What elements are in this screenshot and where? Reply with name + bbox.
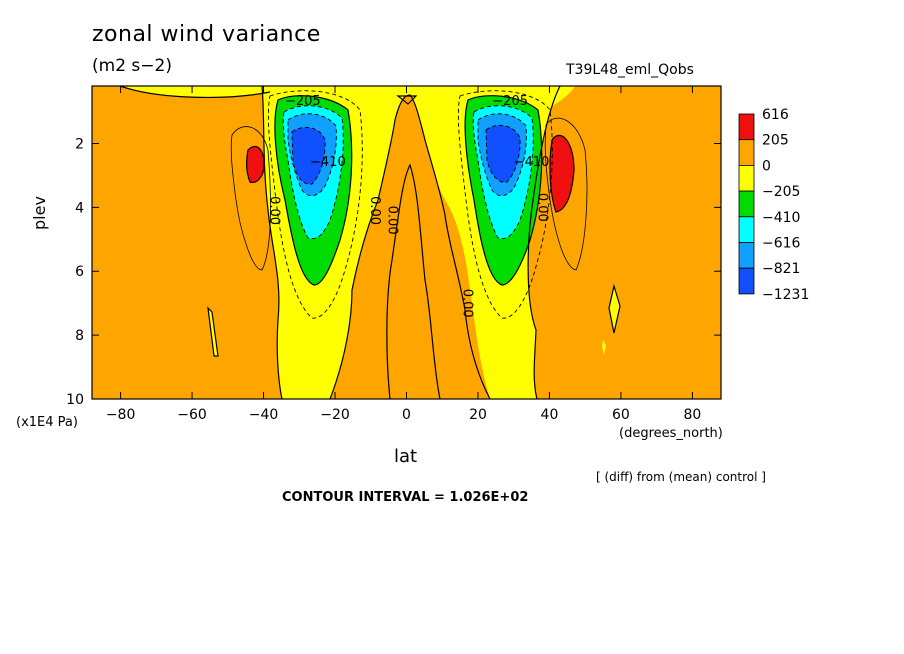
contour-label: 0.00 — [385, 206, 400, 235]
y-tick-label: 8 — [75, 328, 84, 344]
colorbar-swatch — [738, 113, 755, 141]
chart-units: (m2 s−2) — [92, 56, 172, 76]
colorbar-label: −616 — [762, 236, 801, 252]
x-axis-label: lat — [394, 446, 418, 467]
colorbar-swatch — [738, 267, 755, 295]
contour-label: −410 — [514, 155, 550, 170]
colorbar-swatch — [738, 216, 755, 243]
x-tick-label: 20 — [469, 407, 487, 423]
x-tick-label: 40 — [541, 407, 559, 423]
y-axis-unit: (x1E4 Pa) — [16, 415, 78, 430]
x-tick-label: 0 — [402, 407, 411, 423]
colorbar-label: 0 — [762, 158, 771, 174]
colorbar-swatch — [738, 139, 755, 166]
contour-label: −205 — [285, 94, 321, 109]
colorbar-label: −410 — [762, 210, 800, 226]
x-tick-label: 80 — [683, 407, 701, 423]
axis-layer: −80 −60 −40 −20 0 20 40 60 80 2 4 6 8 10 — [66, 86, 721, 423]
contour-field — [92, 86, 721, 399]
y-tick-label: 4 — [75, 200, 84, 216]
contour-label: −205 — [492, 94, 528, 109]
contour-interval: CONTOUR INTERVAL = 1.026E+02 — [282, 490, 529, 505]
chart-title: zonal wind variance — [92, 22, 321, 47]
contour-label: 0.00 — [367, 196, 382, 225]
colorbar-swatch — [738, 164, 755, 192]
thin-contours — [230, 117, 588, 271]
x-tick-label: 60 — [612, 407, 630, 423]
colorbar-label: 616 — [762, 107, 789, 123]
contour-label: −410 — [310, 155, 346, 170]
colorbar-label: −1231 — [762, 287, 809, 303]
colorbar-label: 205 — [762, 133, 789, 149]
contour-label: 0.00 — [460, 289, 475, 318]
colorbar: 616 205 0 −205 −410 −616 −821 −1231 — [738, 107, 809, 303]
x-axis-unit: (degrees_north) — [619, 426, 723, 441]
x-tick-label: −40 — [249, 407, 279, 423]
run-label: T39L48_eml_Qobs — [566, 62, 694, 78]
diff-note: [ (diff) from (mean) control ] — [596, 470, 766, 484]
y-tick-label: 6 — [75, 264, 84, 280]
y-tick-label: 2 — [75, 136, 84, 152]
x-tick-label: −60 — [177, 407, 207, 423]
dashed-contours — [267, 90, 553, 319]
colorbar-swatch — [738, 242, 755, 269]
contour-label: 0.00 — [535, 193, 550, 222]
colorbar-label: −821 — [762, 261, 800, 277]
contour-lines — [119, 85, 621, 400]
y-tick-label: 10 — [66, 392, 84, 408]
x-tick-label: −20 — [320, 407, 350, 423]
colorbar-swatch — [738, 190, 755, 218]
colorbar-label: −205 — [762, 184, 800, 200]
contour-label: 0.00 — [267, 196, 282, 225]
x-tick-label: −80 — [106, 407, 136, 423]
